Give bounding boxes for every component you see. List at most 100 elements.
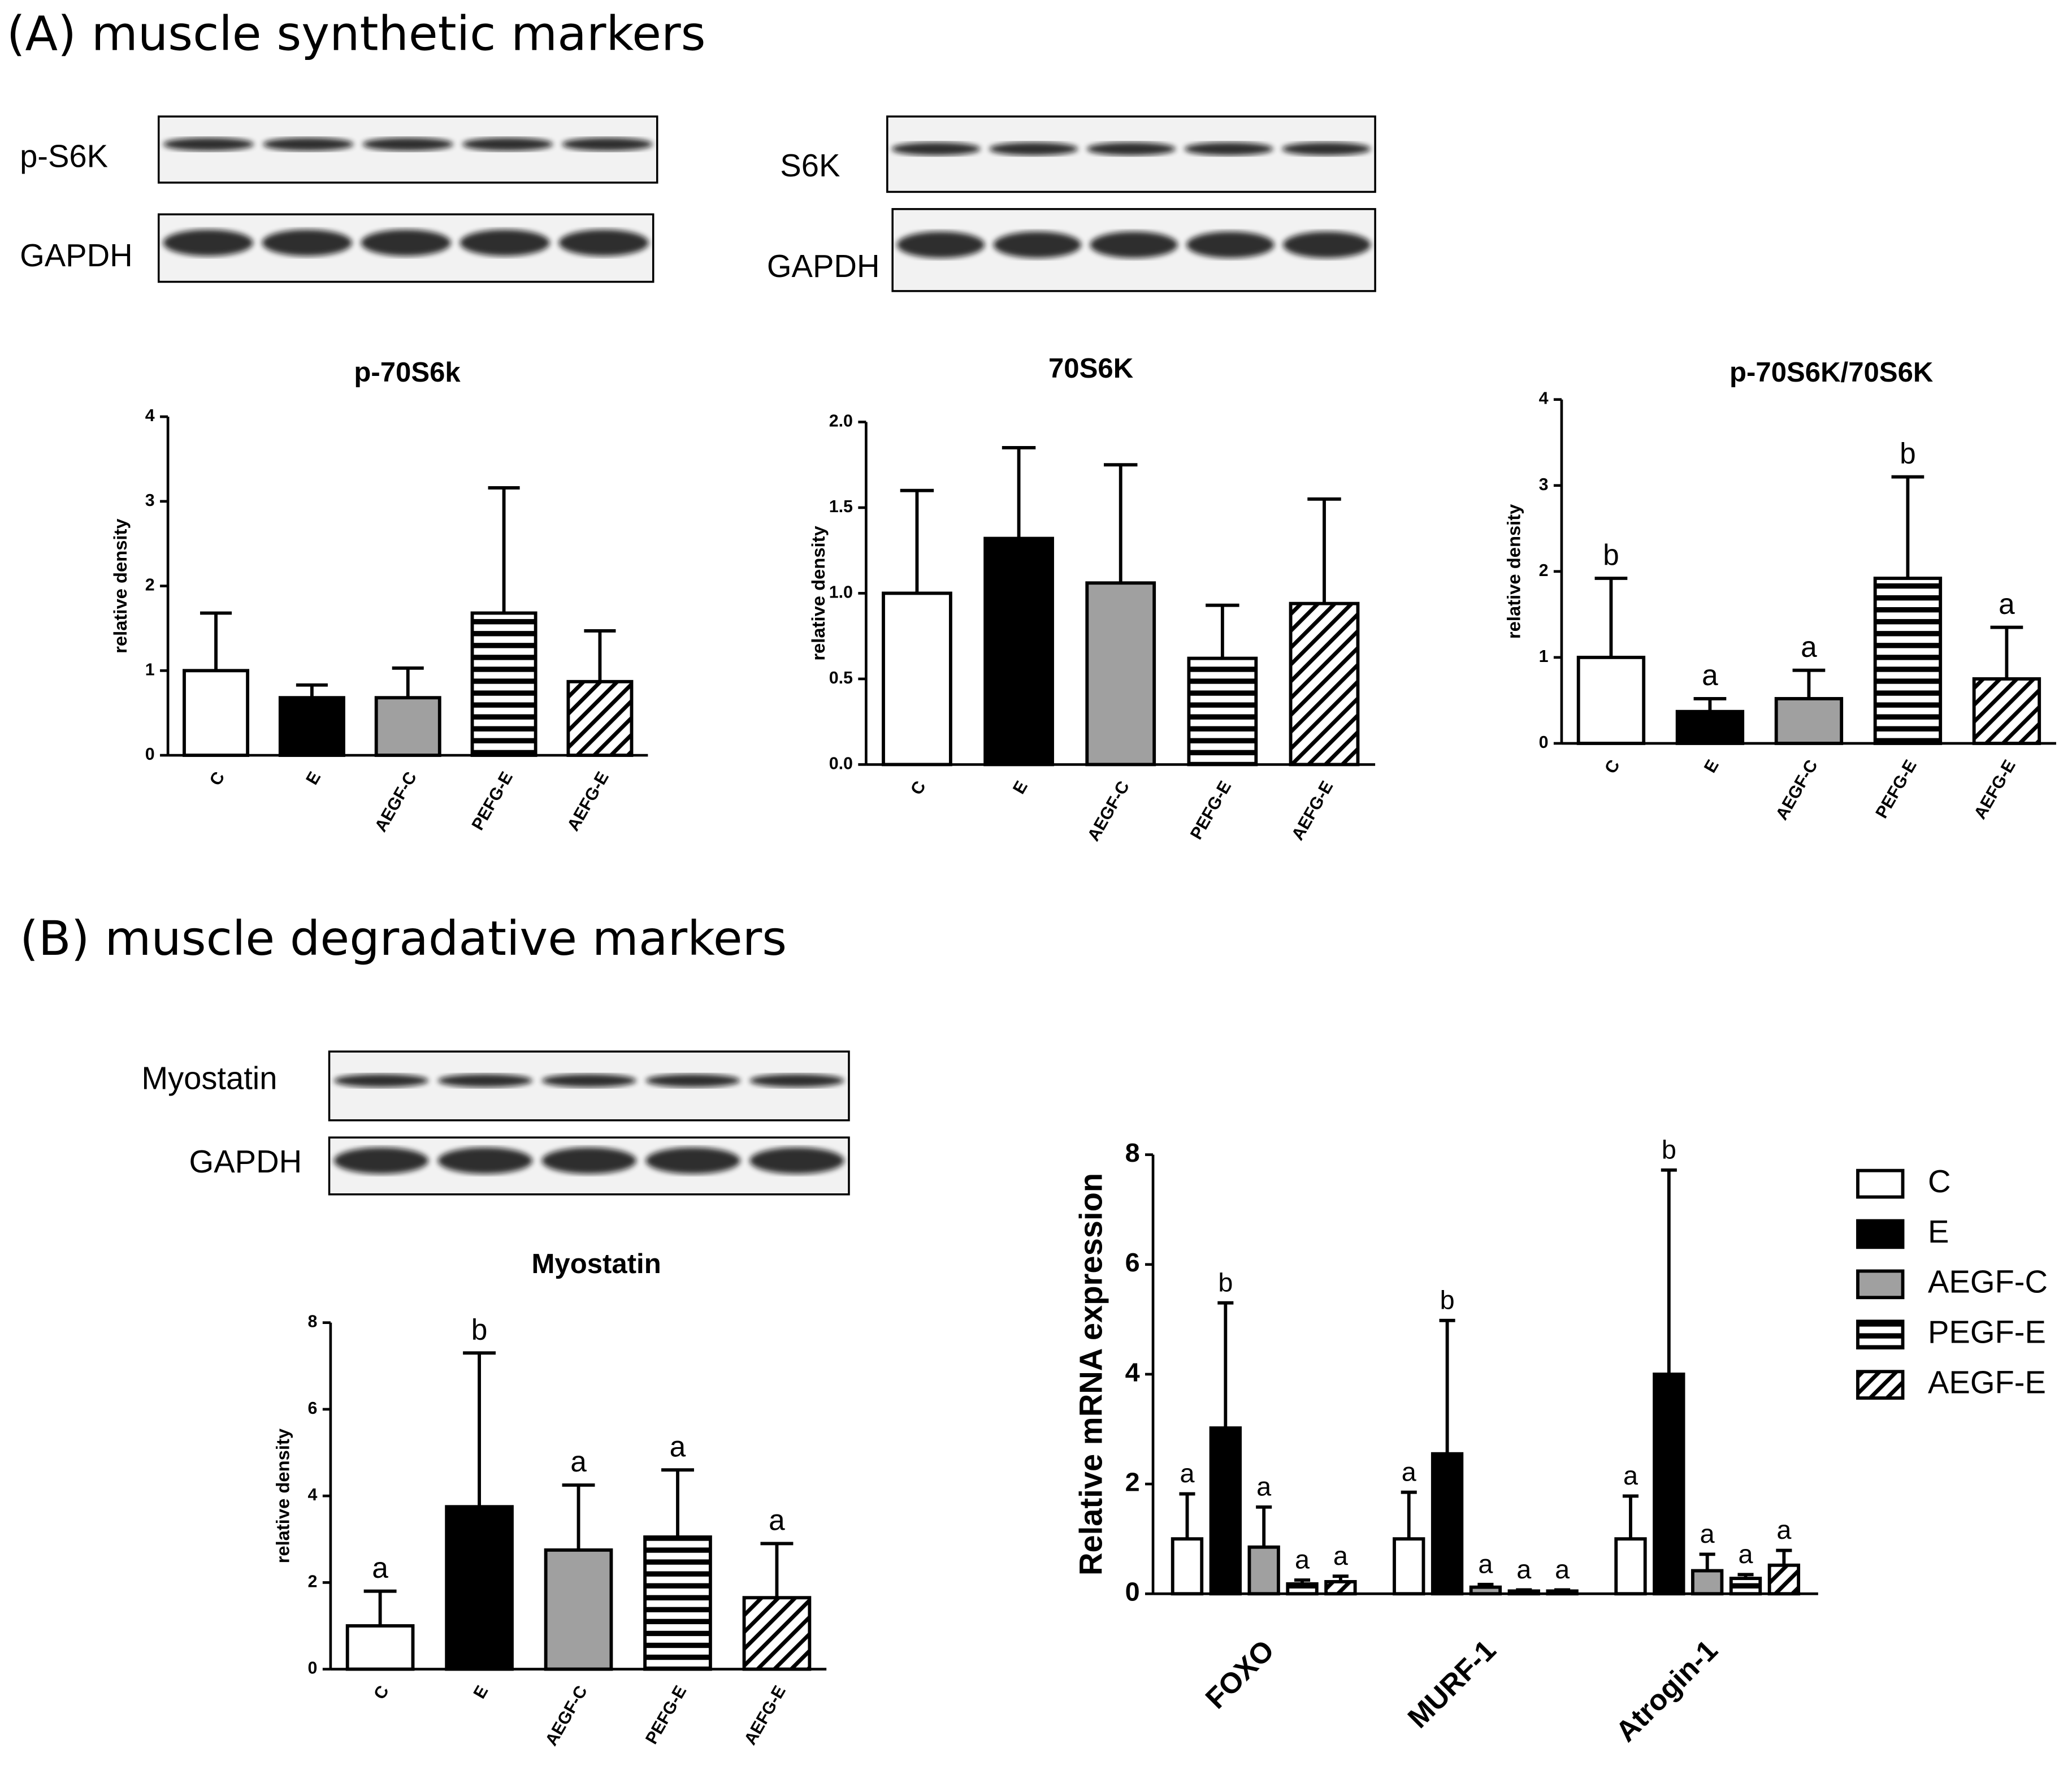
legend-label: E bbox=[1928, 1214, 1949, 1249]
bar bbox=[1767, 1563, 1801, 1596]
significance-letter: a bbox=[1516, 1555, 1532, 1584]
blot-band bbox=[562, 137, 653, 151]
blot-label: Myostatin bbox=[141, 1060, 277, 1096]
blot-label: GAPDH bbox=[20, 237, 133, 273]
y-tick-label: 0.0 bbox=[829, 754, 853, 773]
x-tick-label: FOXO bbox=[1199, 1633, 1280, 1715]
legend-swatch bbox=[1856, 1169, 1905, 1199]
chart-title: p-70S6K/70S6K bbox=[1729, 357, 1934, 388]
y-tick-label: 8 bbox=[1125, 1138, 1140, 1167]
bar bbox=[643, 1535, 712, 1671]
x-tick-label: AEFG-E bbox=[1970, 756, 2019, 822]
blot-label: p-S6K bbox=[20, 139, 108, 174]
bar bbox=[470, 611, 537, 757]
chart-title: 70S6K bbox=[1048, 353, 1134, 384]
bar bbox=[742, 1596, 812, 1671]
x-tick-label: PEFG-E bbox=[1186, 778, 1235, 843]
x-tick-label: C bbox=[370, 1682, 393, 1703]
blot-band bbox=[749, 1147, 844, 1174]
blot-band bbox=[163, 137, 254, 151]
bar bbox=[1247, 1545, 1280, 1596]
bar bbox=[1085, 581, 1156, 767]
y-tick-label: 3 bbox=[1539, 475, 1549, 494]
significance-letter: a bbox=[1776, 1515, 1792, 1544]
y-axis-label: relative density bbox=[1503, 504, 1524, 639]
significance-letter: a bbox=[1700, 1519, 1715, 1548]
significance-letter: a bbox=[372, 1551, 388, 1584]
bar bbox=[278, 696, 345, 757]
y-axis-label: relative density bbox=[110, 518, 131, 654]
significance-letter: a bbox=[1478, 1549, 1493, 1578]
legend-label: C bbox=[1928, 1163, 1951, 1199]
legend-label: AEGF-C bbox=[1928, 1264, 2048, 1300]
legend-swatch bbox=[1856, 1370, 1905, 1400]
y-tick-label: 0 bbox=[308, 1659, 318, 1678]
bar bbox=[1972, 677, 2041, 745]
significance-letter: a bbox=[1295, 1545, 1310, 1574]
significance-letter: b bbox=[471, 1313, 488, 1345]
blot-band bbox=[993, 231, 1081, 258]
blot-band bbox=[645, 1074, 740, 1088]
bar bbox=[1187, 656, 1258, 767]
y-tick-label: 0 bbox=[145, 745, 155, 764]
blot-band bbox=[333, 1074, 429, 1088]
blot-band bbox=[891, 142, 981, 156]
bar bbox=[1469, 1585, 1502, 1596]
bar bbox=[1675, 709, 1745, 745]
chart-title: Myostatin bbox=[532, 1249, 661, 1279]
x-tick-label: AEFG-E bbox=[1288, 778, 1337, 843]
significance-letter: a bbox=[1402, 1457, 1417, 1486]
y-tick-label: 1.0 bbox=[829, 582, 853, 601]
x-tick-label: Atrogin-1 bbox=[1609, 1633, 1724, 1748]
x-tick-label: E bbox=[1700, 756, 1723, 776]
bar bbox=[1691, 1569, 1724, 1596]
bar bbox=[1286, 1582, 1319, 1596]
blot-label: GAPDH bbox=[189, 1144, 302, 1179]
bar bbox=[1873, 577, 1943, 745]
bar bbox=[983, 536, 1054, 767]
significance-letter: a bbox=[1256, 1472, 1272, 1501]
significance-letter: a bbox=[1739, 1539, 1754, 1569]
y-tick-label: 2 bbox=[308, 1572, 318, 1591]
y-axis-label: Relative mRNA expression bbox=[1073, 1173, 1109, 1576]
significance-letter: b bbox=[1440, 1285, 1455, 1314]
legend-label: AEGF-E bbox=[1928, 1364, 2046, 1400]
blot-band bbox=[163, 230, 253, 256]
y-tick-label: 4 bbox=[145, 406, 155, 425]
blot-label: S6K bbox=[780, 148, 840, 183]
x-tick-label: C bbox=[206, 768, 228, 789]
bar bbox=[1324, 1579, 1357, 1596]
section-title: (A) muscle synthetic markers bbox=[7, 6, 706, 62]
significance-letter: a bbox=[670, 1430, 686, 1462]
y-tick-label: 2.0 bbox=[829, 412, 853, 431]
y-tick-label: 3 bbox=[145, 491, 155, 510]
blot-band bbox=[896, 231, 985, 258]
x-tick-label: E bbox=[470, 1682, 492, 1702]
bar bbox=[1729, 1577, 1762, 1596]
significance-letter: a bbox=[1555, 1555, 1570, 1584]
x-tick-label: E bbox=[1009, 778, 1031, 798]
chart-title: p-70S6k bbox=[354, 357, 461, 388]
blot-band bbox=[437, 1074, 532, 1088]
bar bbox=[1393, 1537, 1425, 1596]
y-tick-label: 2 bbox=[1125, 1467, 1140, 1496]
x-tick-label: AEGF-C bbox=[371, 768, 421, 835]
y-tick-label: 4 bbox=[1125, 1357, 1140, 1387]
y-tick-label: 1.5 bbox=[829, 497, 853, 516]
legend-swatch bbox=[1856, 1319, 1905, 1350]
blot-band bbox=[460, 230, 550, 256]
significance-letter: b bbox=[1218, 1267, 1233, 1297]
blot-band bbox=[437, 1147, 532, 1174]
significance-letter: b bbox=[1603, 538, 1619, 571]
blot-band bbox=[1090, 231, 1178, 258]
y-tick-label: 4 bbox=[308, 1485, 318, 1504]
y-tick-label: 1 bbox=[145, 660, 155, 679]
x-tick-label: AEFG-E bbox=[563, 768, 613, 834]
y-tick-label: 2 bbox=[1539, 561, 1549, 580]
blot-band bbox=[462, 137, 553, 151]
bar bbox=[566, 680, 634, 757]
y-tick-label: 1 bbox=[1539, 647, 1549, 666]
blot-band bbox=[645, 1147, 740, 1174]
bar bbox=[1507, 1589, 1540, 1596]
x-tick-label: PEFG-E bbox=[468, 768, 517, 833]
